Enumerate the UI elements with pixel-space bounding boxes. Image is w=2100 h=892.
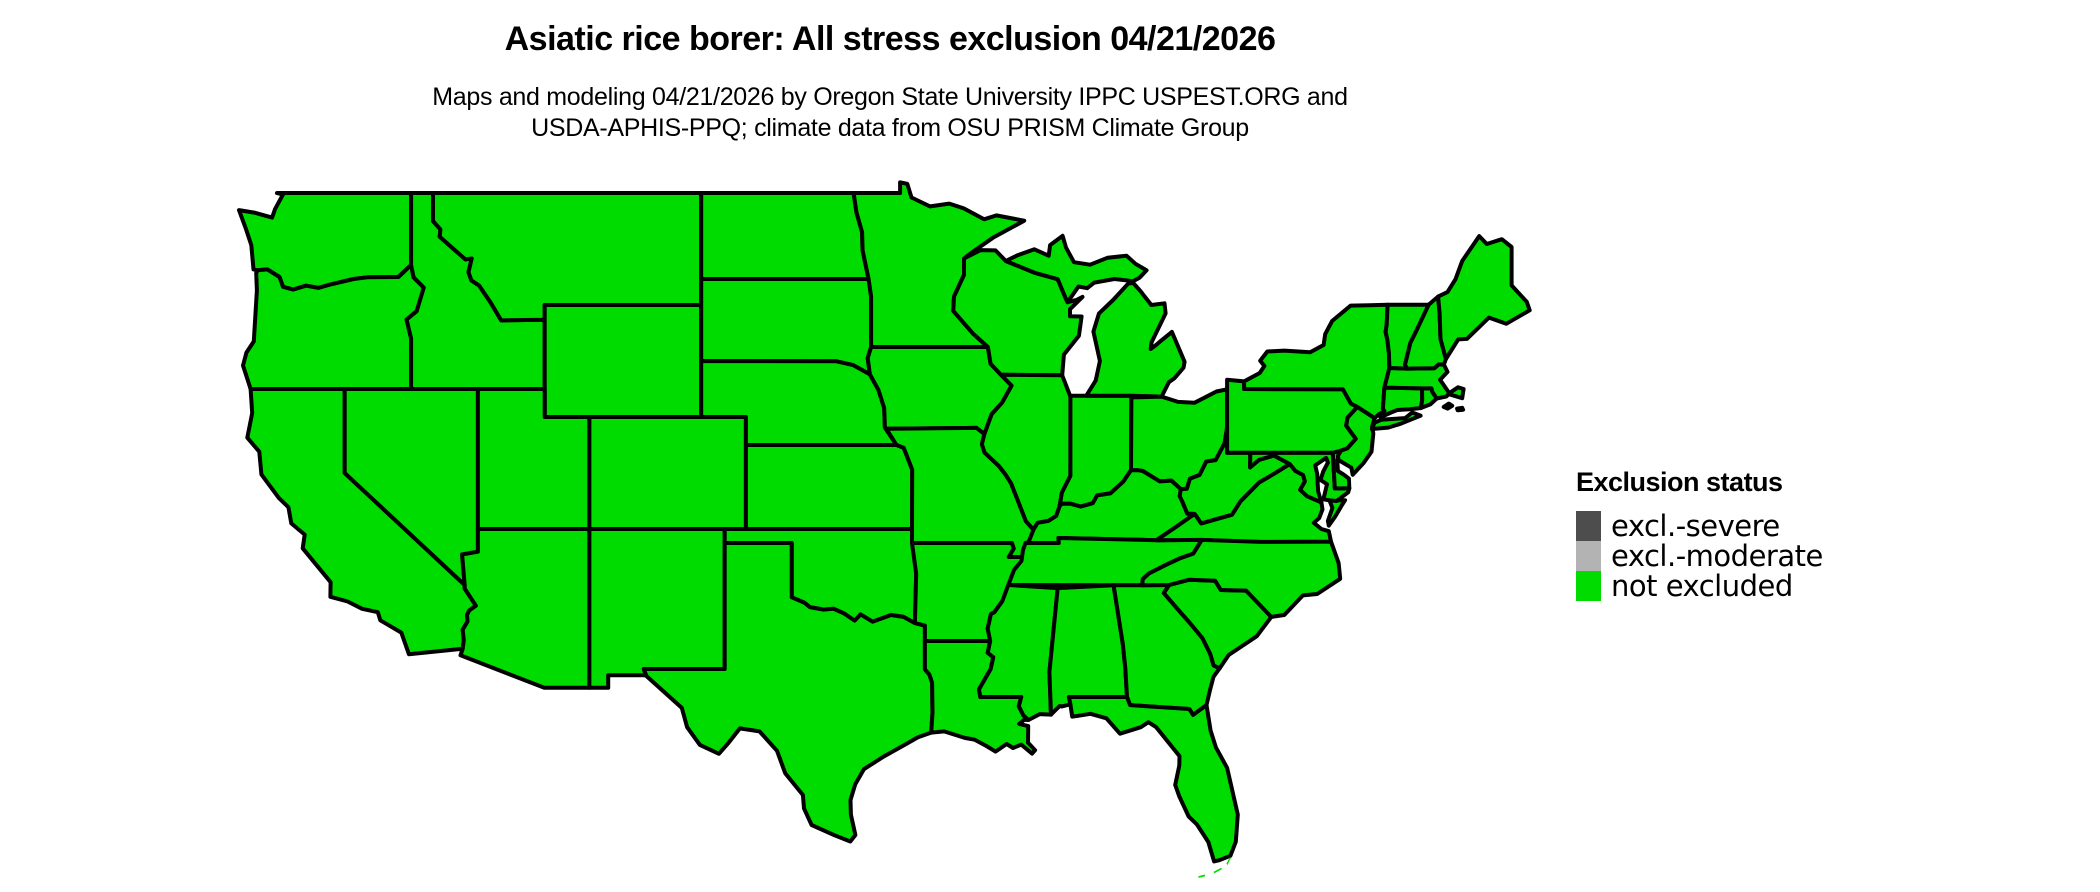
state-michigan-upper <box>1003 233 1149 305</box>
legend-title: Exclusion status <box>1576 467 1783 497</box>
legend-row: not excluded <box>1576 571 1823 601</box>
legend-label: not excluded <box>1611 569 1793 603</box>
legend-row: excl.-severe <box>1576 511 1823 541</box>
state-maine <box>1436 234 1532 361</box>
legend-label: excl.-severe <box>1611 509 1780 543</box>
subtitle-line-1: Maps and modeling 04/21/2026 by Oregon S… <box>432 83 1348 111</box>
state-maryland <box>1248 450 1352 505</box>
legend-label: excl.-moderate <box>1611 539 1823 573</box>
state-marthas-vineyard <box>1441 401 1455 411</box>
legend-row: excl.-moderate <box>1576 541 1823 571</box>
state-oregon <box>241 263 426 391</box>
state-colorado <box>587 415 748 531</box>
state-nantucket <box>1455 405 1466 413</box>
state-arizona <box>458 527 592 690</box>
state-new-york-long-island <box>1369 410 1423 431</box>
subtitle: Maps and modeling 04/21/2026 by Oregon S… <box>0 82 1780 144</box>
legend-rows: excl.-severe excl.-moderate not excluded <box>1576 511 1823 601</box>
legend-swatch-excl-moderate <box>1576 541 1601 571</box>
page-title: Asiatic rice borer: All stress exclusion… <box>504 20 1276 58</box>
subtitle-line-2: USDA-APHIS-PPQ; climate data from OSU PR… <box>531 114 1249 142</box>
state-florida-keys-middle <box>1213 867 1222 874</box>
state-virginia-eastern-shore <box>1325 498 1348 528</box>
state-florida-keys-lower <box>1198 874 1206 878</box>
legend-swatch-excl-severe <box>1576 511 1601 541</box>
state-north-carolina <box>1140 537 1343 619</box>
state-north-dakota <box>699 191 871 281</box>
legend-swatch-not-excluded <box>1576 571 1601 601</box>
state-kansas <box>743 443 915 531</box>
legend: Exclusion status excl.-severe excl.-moder… <box>1576 467 1823 601</box>
state-florida <box>1066 695 1240 864</box>
state-michigan-lower <box>1084 280 1187 399</box>
state-new-mexico <box>587 527 727 690</box>
state-florida-keys-upper <box>1226 857 1231 865</box>
state-wyoming <box>542 303 704 419</box>
state-texas <box>641 541 935 844</box>
